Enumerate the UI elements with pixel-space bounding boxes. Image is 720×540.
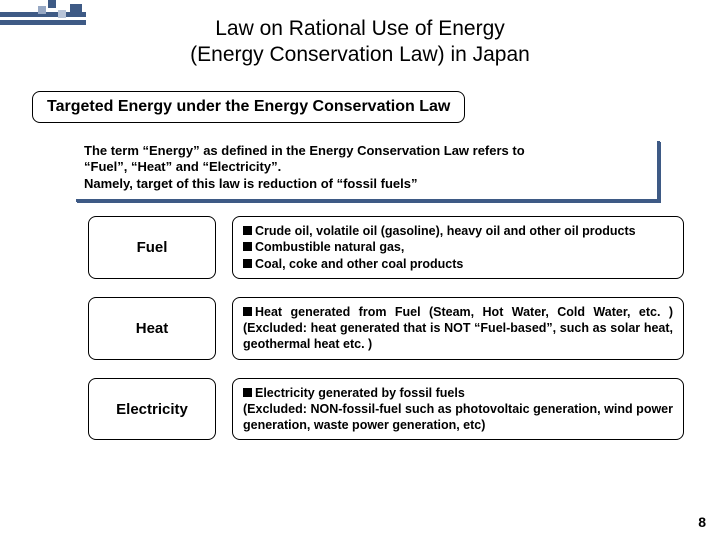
bullet-icon <box>243 307 252 316</box>
title-block: Law on Rational Use of Energy (Energy Co… <box>0 0 720 69</box>
electricity-item-1: Electricity generated by fossil fuels <box>255 386 465 400</box>
page-number: 8 <box>698 514 706 530</box>
row-desc-heat: Heat generated from Fuel (Steam, Hot Wat… <box>232 297 684 360</box>
fuel-item-1: Crude oil, volatile oil (gasoline), heav… <box>255 224 636 238</box>
intro-line-2: “Fuel”, “Heat” and “Electricity”. <box>84 159 649 176</box>
row-label-heat: Heat <box>88 297 216 360</box>
fuel-item-3: Coal, coke and other coal products <box>255 257 463 271</box>
row-label-fuel: Fuel <box>88 216 216 279</box>
bullet-icon <box>243 226 252 235</box>
bullet-icon <box>243 259 252 268</box>
row-desc-fuel: Crude oil, volatile oil (gasoline), heav… <box>232 216 684 279</box>
row-heat: Heat Heat generated from Fuel (Steam, Ho… <box>88 297 684 360</box>
subtitle-box: Targeted Energy under the Energy Conserv… <box>32 91 465 123</box>
row-label-electricity: Electricity <box>88 378 216 441</box>
rows-container: Fuel Crude oil, volatile oil (gasoline),… <box>88 216 684 440</box>
intro-line-1: The term “Energy” as defined in the Ener… <box>84 143 649 160</box>
heat-item-1: Heat generated from Fuel (Steam, Hot Wat… <box>243 305 673 352</box>
row-desc-electricity: Electricity generated by fossil fuels (E… <box>232 378 684 441</box>
fuel-item-2: Combustible natural gas, <box>255 240 404 254</box>
electricity-trailing: (Excluded: NON-fossil-fuel such as photo… <box>243 402 673 432</box>
intro-line-3: Namely, target of this law is reduction … <box>84 176 649 193</box>
title-line-2: (Energy Conservation Law) in Japan <box>0 42 720 68</box>
row-electricity: Electricity Electricity generated by fos… <box>88 378 684 441</box>
corner-decoration <box>0 0 100 50</box>
bullet-icon <box>243 242 252 251</box>
intro-box: The term “Energy” as defined in the Ener… <box>76 141 660 203</box>
row-fuel: Fuel Crude oil, volatile oil (gasoline),… <box>88 216 684 279</box>
title-line-1: Law on Rational Use of Energy <box>0 16 720 42</box>
subtitle-text: Targeted Energy under the Energy Conserv… <box>47 98 450 115</box>
bullet-icon <box>243 388 252 397</box>
